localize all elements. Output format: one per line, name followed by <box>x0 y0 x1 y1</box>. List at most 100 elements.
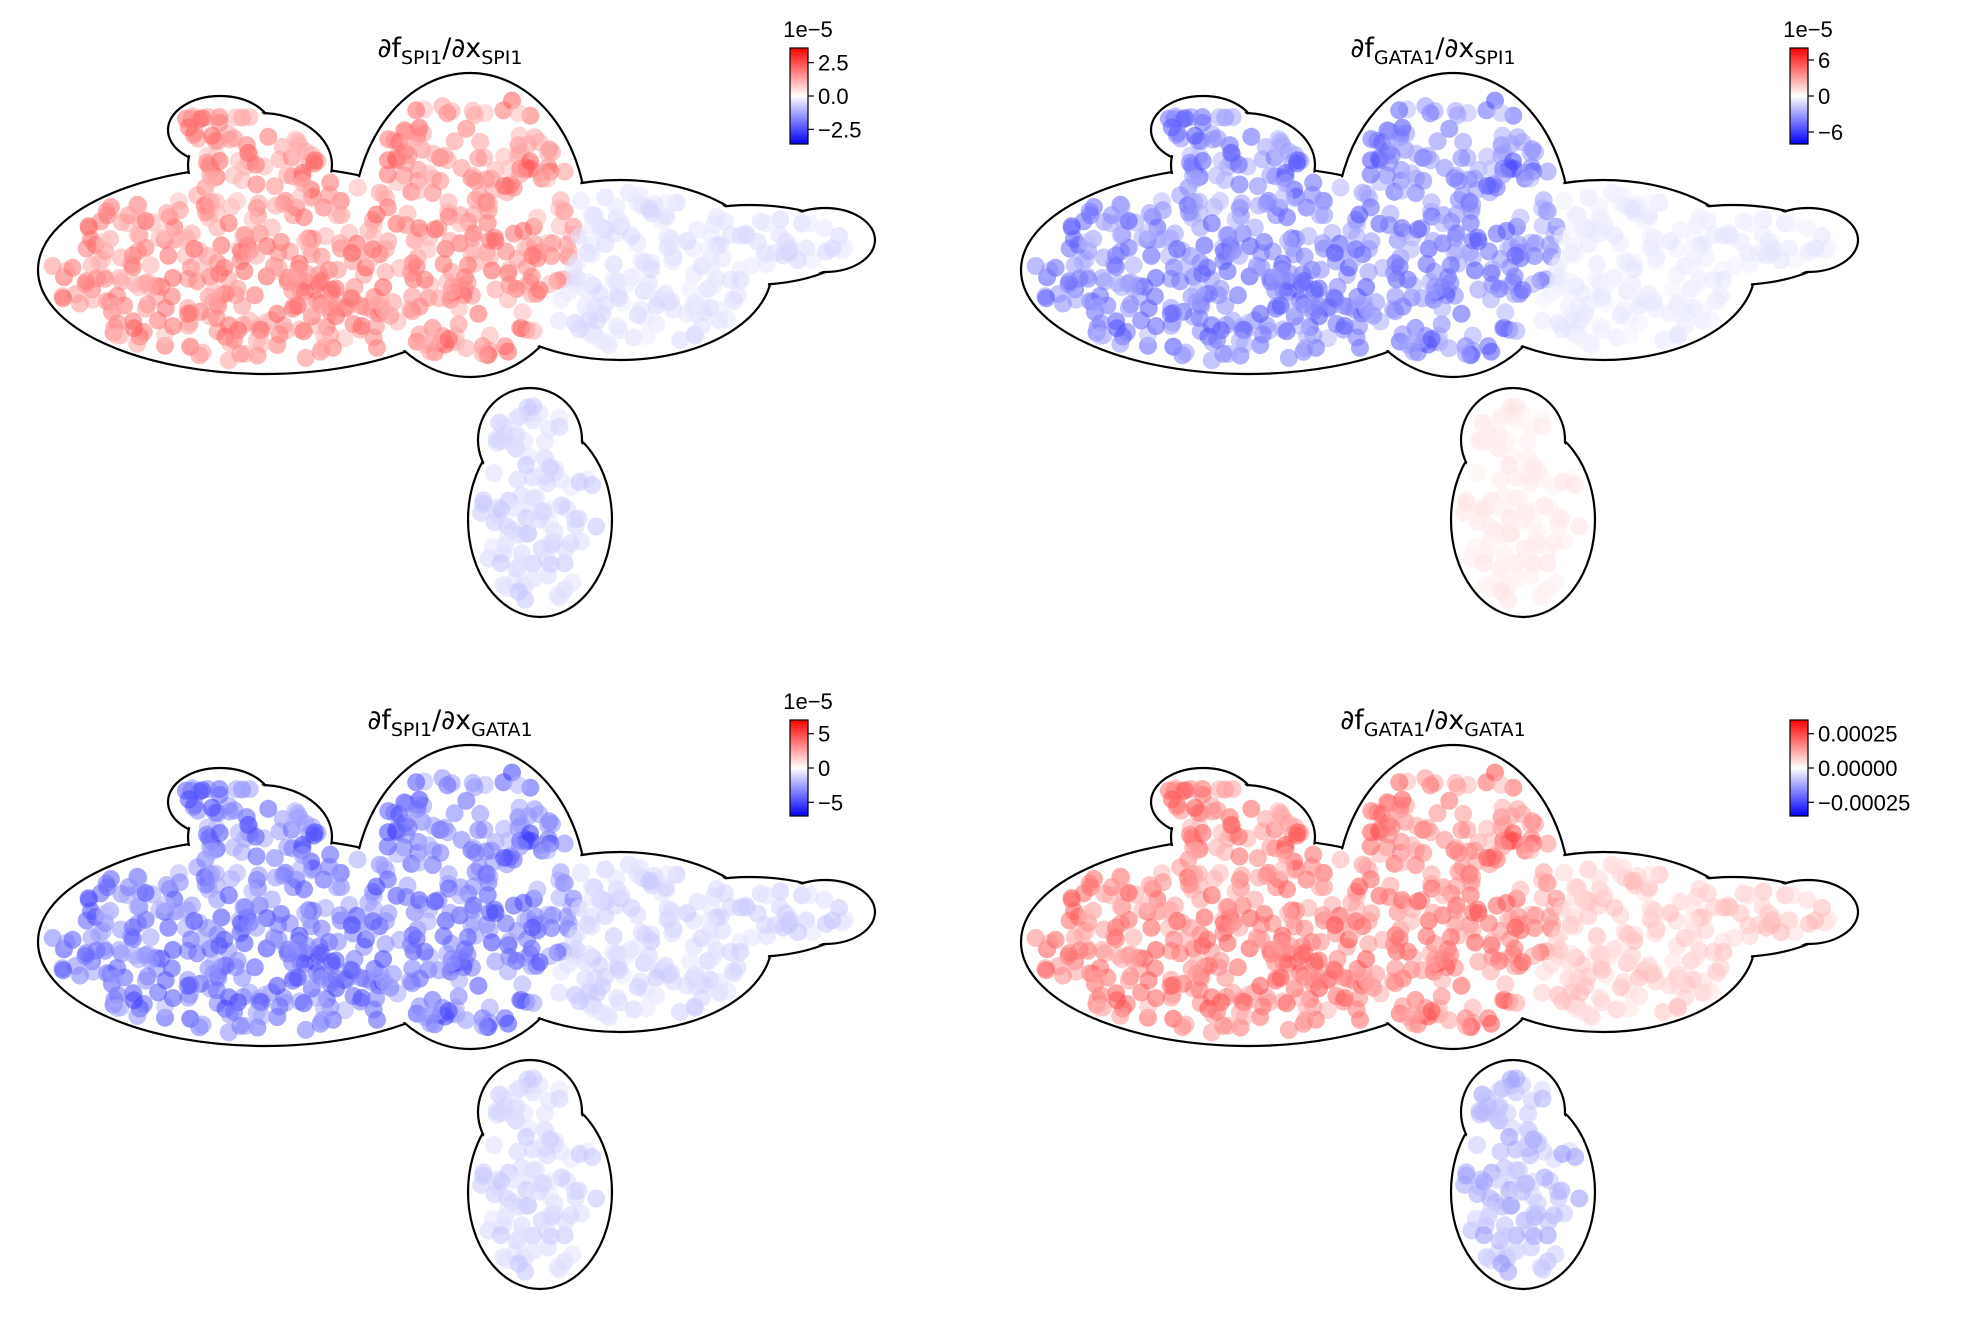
cell-point <box>1108 991 1126 1010</box>
cell-point <box>1474 1226 1493 1245</box>
cell-point <box>328 878 346 897</box>
cell-point <box>1186 170 1205 189</box>
cell-point <box>1214 344 1233 363</box>
cell-point <box>1331 178 1350 197</box>
cell-point <box>1228 286 1247 305</box>
cell-point <box>711 300 730 319</box>
cell-point <box>582 917 601 936</box>
cell-point <box>498 1201 517 1220</box>
cell-point <box>305 823 324 842</box>
cell-point <box>1646 924 1665 943</box>
cell-point <box>348 850 367 869</box>
cell-point <box>328 206 346 225</box>
cell-point <box>179 790 198 809</box>
panel-spi1-gata1: ∂fSPI1/∂xGATA1 1e−5 5 0 −5 <box>36 689 877 1291</box>
cell-point <box>1683 240 1702 259</box>
cell-point <box>1676 988 1695 1007</box>
cell-point <box>1714 942 1733 961</box>
cell-point <box>1230 1003 1249 1022</box>
cell-point <box>681 952 699 971</box>
cell-point <box>522 570 541 589</box>
cell-point <box>607 197 626 216</box>
cell-point <box>469 304 488 323</box>
cell-point <box>1214 1016 1233 1035</box>
cell-point <box>1579 907 1598 926</box>
cell-point <box>178 976 197 995</box>
cell-point <box>480 231 499 250</box>
cell-point <box>1489 1099 1508 1118</box>
cell-point <box>817 242 835 261</box>
cell-point <box>586 968 604 987</box>
cell-point <box>1248 177 1267 196</box>
cell-point <box>1524 458 1543 477</box>
cell-point <box>1295 247 1314 266</box>
colorbar-tick-label: 2.5 <box>818 51 849 76</box>
cell-point <box>1690 207 1709 226</box>
cell-point <box>1469 952 1488 971</box>
cell-point <box>713 921 732 940</box>
cell-point <box>530 281 549 300</box>
cell-point <box>1311 260 1330 279</box>
cell-point <box>624 328 643 347</box>
cell-point <box>1357 278 1376 297</box>
cell-point <box>359 893 378 912</box>
cell-point <box>1226 882 1245 901</box>
cell-point <box>1518 433 1537 451</box>
panel-spi1-spi1: ∂fSPI1/∂xSPI1 1e−5 2.5 0.0 −2.5 <box>36 17 877 619</box>
cell-point <box>439 865 458 884</box>
cell-point <box>1457 491 1476 510</box>
cell-point <box>326 279 345 298</box>
cell-point <box>510 798 529 817</box>
cell-point <box>815 891 834 909</box>
cell-point <box>1054 294 1072 313</box>
cell-point <box>522 267 541 286</box>
cell-point <box>1279 904 1298 922</box>
cell-point <box>1478 819 1497 838</box>
cell-point <box>1711 286 1730 305</box>
cell-point <box>1454 804 1473 823</box>
colorbar: 1e−5 6 0 −6 <box>1783 17 1843 145</box>
cell-point <box>178 304 197 323</box>
cell-point <box>511 1227 530 1246</box>
cell-point <box>313 339 332 358</box>
cell-point <box>441 903 460 922</box>
cell-point <box>1251 304 1270 323</box>
cell-point <box>224 166 243 185</box>
cell-point <box>1507 993 1526 1012</box>
cell-point <box>663 252 682 271</box>
cell-point <box>1605 898 1624 917</box>
cell-point <box>1124 951 1143 970</box>
cell-point <box>532 835 551 854</box>
cell-point <box>1518 1105 1537 1123</box>
cell-point <box>1271 968 1290 987</box>
cell-point <box>510 126 529 145</box>
cell-point <box>486 952 505 971</box>
cell-point <box>1428 804 1447 823</box>
cell-point <box>1424 903 1443 922</box>
cell-point <box>1037 289 1056 308</box>
cell-point <box>1452 976 1471 995</box>
cell-point <box>587 1189 606 1208</box>
cell-point <box>163 941 182 959</box>
cell-point <box>1276 846 1295 864</box>
cell-point <box>439 193 458 212</box>
cell-point <box>1362 151 1380 170</box>
cell-point <box>570 227 589 246</box>
cell-point <box>1474 554 1493 573</box>
cell-point <box>499 342 518 361</box>
cell-point <box>379 130 398 149</box>
cell-point <box>407 773 426 792</box>
cell-point <box>409 853 428 872</box>
cell-point <box>1142 246 1161 265</box>
cell-point <box>1070 269 1089 288</box>
cell-point <box>1229 827 1248 846</box>
cell-point <box>1245 218 1264 237</box>
cell-point <box>707 879 726 898</box>
cell-point <box>1335 296 1353 315</box>
cell-point <box>1660 304 1679 323</box>
cell-point <box>1465 261 1484 280</box>
cell-point <box>1539 1212 1558 1231</box>
cell-point <box>1176 109 1195 128</box>
cell-point <box>1482 1014 1501 1033</box>
cell-point <box>1566 476 1585 494</box>
